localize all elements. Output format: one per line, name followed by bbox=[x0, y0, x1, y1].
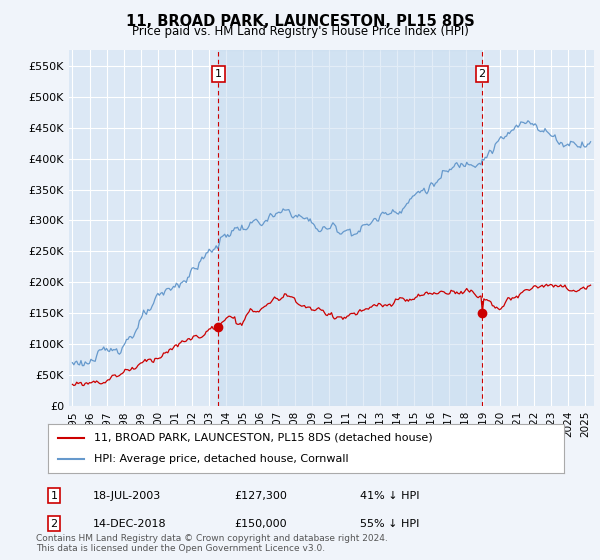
Bar bbox=[218, 50, 482, 406]
Text: 14-DEC-2018: 14-DEC-2018 bbox=[93, 519, 167, 529]
Text: HPI: Average price, detached house, Cornwall: HPI: Average price, detached house, Corn… bbox=[94, 454, 349, 464]
Text: £150,000: £150,000 bbox=[234, 519, 287, 529]
Text: Contains HM Land Registry data © Crown copyright and database right 2024.
This d: Contains HM Land Registry data © Crown c… bbox=[36, 534, 388, 553]
Text: Price paid vs. HM Land Registry's House Price Index (HPI): Price paid vs. HM Land Registry's House … bbox=[131, 25, 469, 38]
Text: 18-JUL-2003: 18-JUL-2003 bbox=[93, 491, 161, 501]
Text: £127,300: £127,300 bbox=[234, 491, 287, 501]
Text: 11, BROAD PARK, LAUNCESTON, PL15 8DS (detached house): 11, BROAD PARK, LAUNCESTON, PL15 8DS (de… bbox=[94, 433, 433, 443]
Text: 11, BROAD PARK, LAUNCESTON, PL15 8DS: 11, BROAD PARK, LAUNCESTON, PL15 8DS bbox=[125, 14, 475, 29]
Text: 1: 1 bbox=[215, 69, 222, 79]
Text: 2: 2 bbox=[50, 519, 58, 529]
Text: 1: 1 bbox=[50, 491, 58, 501]
Text: 2: 2 bbox=[478, 69, 485, 79]
Text: 41% ↓ HPI: 41% ↓ HPI bbox=[360, 491, 419, 501]
Text: 55% ↓ HPI: 55% ↓ HPI bbox=[360, 519, 419, 529]
